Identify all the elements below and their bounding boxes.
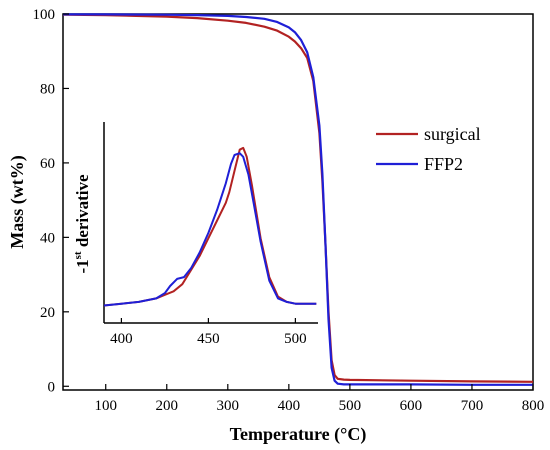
main-x-axis-ticks: 100 200 300 400 500 600 700 800 (94, 384, 544, 414)
y-tick-label-40: 40 (40, 230, 55, 246)
inset-y-axis-title: -1st derivative (72, 174, 92, 274)
legend-label-ffp2: FFP2 (424, 154, 463, 174)
legend-label-surgical: surgical (424, 124, 481, 144)
y-tick-label-100: 100 (33, 7, 56, 23)
inset-series-line-surgical (103, 146, 317, 307)
x-tick-label-200: 200 (156, 398, 179, 414)
inset-x-tick-label-500: 500 (284, 331, 307, 347)
x-axis-title: Temperature (°C) (230, 424, 367, 445)
y-tick-label-0: 0 (48, 379, 56, 395)
inset-plot: 400 450 500 -1st derivative (72, 122, 318, 347)
inset-series-line-ffp2 (103, 152, 317, 307)
x-tick-label-600: 600 (400, 398, 423, 414)
y-tick-label-60: 60 (40, 156, 55, 172)
inset-x-axis-ticks: 400 450 500 (110, 318, 307, 347)
inset-series-group (103, 146, 317, 307)
main-y-axis-ticks: 0 20 40 60 80 100 (33, 7, 69, 395)
main-plot: 100 200 300 400 500 600 700 800 0 20 40 60 80 100 Te… (7, 7, 544, 445)
inset-y-axis-title-superscript: st (72, 251, 84, 259)
x-tick-label-800: 800 (522, 398, 545, 414)
legend: surgical FFP2 (376, 124, 481, 174)
series-line-ffp2 (63, 13, 533, 386)
y-tick-label-20: 20 (40, 305, 55, 321)
inset-y-axis-title-part1: -1 (73, 259, 92, 273)
series-line-surgical (62, 13, 534, 383)
inset-x-tick-label-400: 400 (110, 331, 133, 347)
inset-x-tick-label-450: 450 (197, 331, 220, 347)
inset-y-axis-title-part2: derivative (73, 174, 92, 251)
main-series-group (62, 13, 534, 386)
main-plot-frame (62, 13, 534, 391)
x-tick-label-500: 500 (339, 398, 362, 414)
y-axis-title: Mass (wt%) (7, 155, 28, 248)
x-tick-label-400: 400 (278, 398, 301, 414)
x-tick-label-700: 700 (461, 398, 484, 414)
x-tick-label-300: 300 (217, 398, 240, 414)
y-tick-label-80: 80 (40, 81, 55, 97)
x-tick-label-100: 100 (94, 398, 117, 414)
